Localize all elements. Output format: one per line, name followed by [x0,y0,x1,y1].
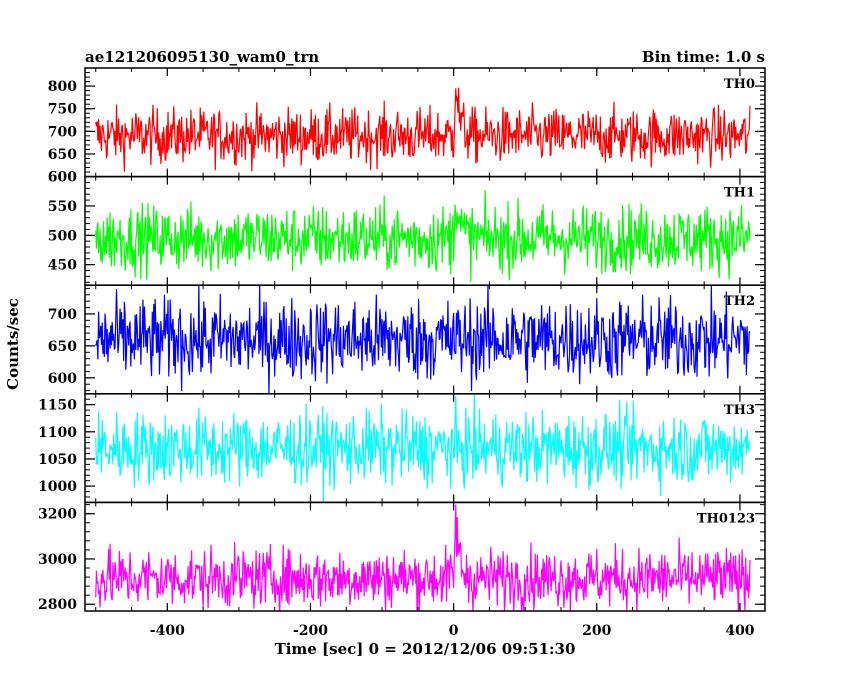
y-tick-label: 700 [48,307,77,323]
y-tick-label: 550 [48,199,77,215]
y-tick-label: 1150 [38,398,77,414]
chart-title-right: Bin time: 1.0 s [642,48,765,66]
y-axis-label: Counts/sec [4,298,22,390]
series-line-th0123 [95,504,751,611]
y-tick-label: 500 [48,228,77,244]
x-tick-label: 200 [582,623,611,639]
x-tick-label: -400 [150,623,185,639]
x-tick-label: -200 [293,623,328,639]
panels-group: 600 650 700 750 800 TH0 450 500 550 TH1 600 650 700 T… [38,67,766,613]
y-tick-label: 3200 [38,507,77,523]
panel-th0: 600 650 700 750 800 TH0 [48,67,766,186]
y-tick-label: 800 [48,79,77,95]
y-tick-label: 650 [48,147,77,163]
panel-label: TH3 [724,403,755,418]
panel-label: TH0 [724,77,755,92]
series-line-th2 [95,285,751,394]
y-tick-label: 750 [48,102,77,118]
y-tick-label: 650 [48,339,77,355]
series-line-th1 [95,189,751,282]
y-tick-label: 700 [48,124,77,140]
chart-title-left: ae121206095130_wam0_trn [85,48,319,66]
panel-th0123: 2800 3000 3200 TH0123 [38,501,766,613]
panel-th3: 1000 1050 1100 1150 TH3 [38,393,766,504]
x-tick-label: 400 [725,623,754,639]
y-tick-label: 1000 [38,479,77,495]
series-line-th0 [95,87,751,172]
panel-label: TH1 [724,186,755,201]
y-tick-label: 1100 [38,425,77,441]
y-tick-label: 450 [48,258,77,274]
y-tick-label: 600 [48,170,77,186]
y-tick-label: 600 [48,371,77,387]
x-axis: -400 -200 0 200 400 [150,623,755,639]
y-tick-label: 1050 [38,452,77,468]
x-tick-label: 0 [449,623,459,639]
panel-frame [84,501,766,612]
panel-th1: 450 500 550 TH1 [48,175,766,286]
panel-th2: 600 650 700 TH2 [48,284,766,395]
panel-label: TH2 [724,294,755,309]
series-line-th3 [95,394,751,503]
y-tick-label: 3000 [38,552,77,568]
panel-label: TH0123 [697,511,755,526]
x-axis-label: Time [sec] 0 = 2012/12/06 09:51:30 [275,640,576,658]
y-tick-label: 2800 [38,597,77,613]
